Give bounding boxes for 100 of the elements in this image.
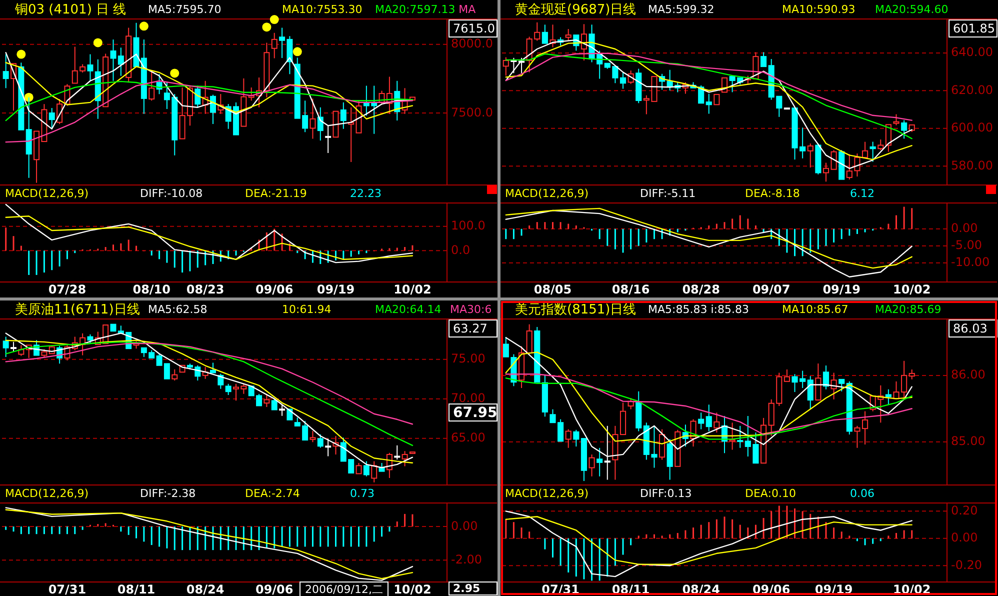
- x-tick-label: 08/10: [132, 282, 171, 296]
- line-series: [505, 52, 912, 121]
- candlestick: [784, 368, 790, 382]
- candlestick: [822, 162, 830, 182]
- x-tick-label: 10/02: [892, 282, 931, 296]
- x-tick-label: 07/28: [48, 282, 86, 296]
- y-tick-label: 620.00: [951, 82, 993, 97]
- candlestick: [542, 374, 548, 418]
- y-tick-label: 85.00: [951, 434, 986, 448]
- candlestick: [317, 106, 324, 142]
- candlestick: [636, 390, 642, 432]
- x-tick-label: 09/19: [316, 282, 355, 296]
- y-tick-label: -5.00: [951, 238, 982, 252]
- candlestick: [310, 98, 316, 140]
- x-tick-label: 09/07: [752, 282, 790, 296]
- series-label: DIFF:-2.38: [140, 487, 196, 500]
- candlestick: [356, 462, 362, 474]
- y-tick-label: 7500.0: [451, 105, 493, 120]
- text: DIFF:-10.08: [140, 187, 203, 200]
- text: 22.23: [350, 187, 382, 200]
- text: MA10:85.67: [782, 303, 848, 316]
- candlestick: [878, 139, 884, 151]
- line-series: [5, 80, 414, 122]
- text: 67.95: [453, 404, 498, 421]
- candlestick: [210, 94, 216, 124]
- point: [262, 22, 272, 32]
- y-tick-label: 580.00: [951, 158, 993, 172]
- text: MA5:85.83 i:85.83: [648, 303, 749, 316]
- point: [16, 50, 26, 59]
- text: 63.27: [453, 321, 488, 336]
- y-tick-label: 65.00: [451, 430, 486, 445]
- candlestick: [636, 68, 642, 104]
- candlestick: [620, 402, 626, 436]
- candlestick: [394, 444, 400, 460]
- candlestick: [310, 430, 316, 443]
- y-tick-label: 0.20: [951, 503, 978, 518]
- text: DEA:0.10: [745, 487, 796, 500]
- candlestick: [264, 42, 270, 98]
- text: 601.85: [953, 21, 995, 36]
- candlestick: [172, 368, 178, 381]
- candlestick: [542, 24, 548, 44]
- chart-title: 美原油11(6711)日线: [15, 302, 140, 318]
- candlestick: [706, 93, 712, 114]
- point: [93, 38, 102, 48]
- text: 86.03: [953, 321, 988, 336]
- candlestick: [340, 102, 346, 130]
- candlestick: [10, 341, 16, 352]
- candlestick: [908, 368, 915, 380]
- candlestick: [534, 326, 540, 383]
- chart-title: MACD(12,26,9): [5, 187, 89, 200]
- candlestick: [264, 393, 270, 408]
- text: DEA:-8.18: [745, 187, 800, 200]
- y-tick-label: 75.00: [451, 352, 486, 366]
- candlestick: [279, 404, 286, 416]
- candlestick: [565, 428, 572, 448]
- candlestick: [402, 450, 408, 467]
- text: 7615.0: [453, 21, 495, 36]
- x-tick-label: 08/23: [186, 282, 224, 296]
- text: DIFF:0.13: [640, 487, 692, 500]
- y-tick-label: 8000.0: [451, 36, 493, 51]
- text: DEA:-21.19: [245, 187, 307, 200]
- y-tick-label: 70.00: [451, 391, 486, 406]
- candlestick: [148, 71, 155, 102]
- y-tick-label: 100.0: [451, 218, 486, 233]
- candlestick: [225, 383, 232, 396]
- text: 0.73: [350, 487, 374, 500]
- y-tick-label: 0.0: [451, 242, 470, 257]
- point: [292, 47, 302, 56]
- y-tick-label: -10.00: [951, 255, 990, 270]
- y-tick-label: 0.00: [451, 518, 478, 533]
- candlestick: [666, 438, 673, 480]
- candlestick: [87, 54, 94, 82]
- text: MA5:62.58: [148, 303, 208, 316]
- x-tick-label: 08/28: [682, 282, 720, 296]
- line-series: [505, 510, 912, 578]
- x-tick-label: 09/06: [255, 582, 294, 596]
- line-series: [5, 216, 414, 260]
- text: MA10:7553.30: [282, 3, 362, 16]
- line-series: [5, 80, 414, 143]
- candlestick: [885, 388, 892, 406]
- text: MA10:590.93: [782, 3, 856, 16]
- candlestick: [502, 56, 509, 76]
- candlestick: [620, 72, 626, 90]
- text: MA5:599.32: [648, 3, 714, 16]
- text: MA20:594.60: [875, 3, 948, 16]
- line-series: [5, 204, 414, 264]
- candlestick: [48, 108, 55, 130]
- x-tick-label: 08/11: [117, 582, 156, 596]
- candlestick: [526, 324, 532, 354]
- candlestick: [580, 438, 588, 482]
- candlestick: [371, 460, 378, 483]
- candlestick: [901, 120, 908, 140]
- text: 0.06: [850, 487, 874, 500]
- candlestick: [325, 438, 332, 457]
- point: [270, 15, 279, 24]
- line-series: [505, 516, 912, 565]
- x-tick-label: 10/02: [394, 582, 432, 596]
- chart-title: 铜03 (4101) 日 线: [14, 2, 126, 18]
- chart-title: MACD(12,26,9): [5, 487, 89, 500]
- point: [170, 68, 180, 78]
